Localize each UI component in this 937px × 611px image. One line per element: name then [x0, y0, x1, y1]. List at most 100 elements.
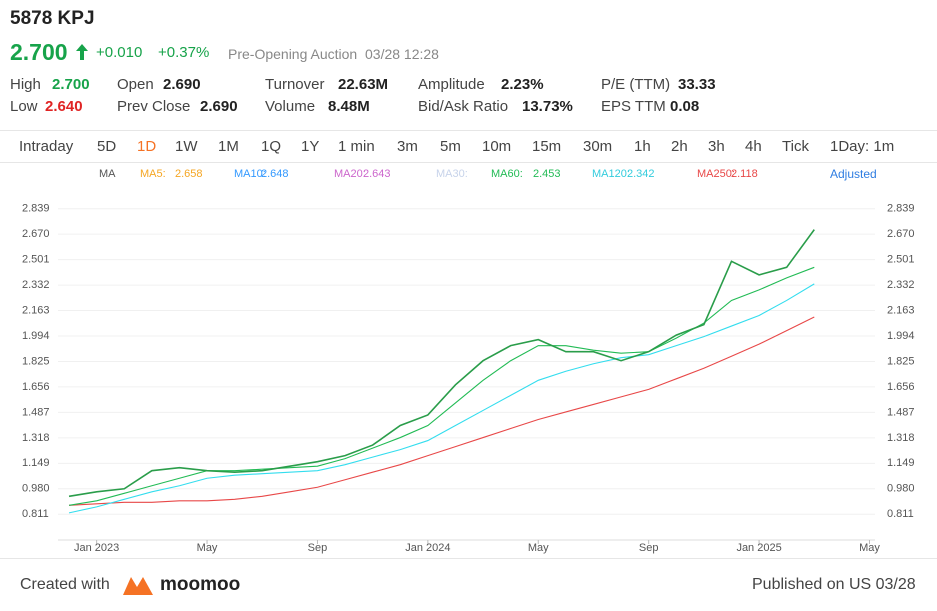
stat-label: Prev Close	[117, 98, 191, 115]
y-tick-label: 1.994	[22, 330, 50, 342]
ma-label: MA30:	[436, 168, 468, 180]
stat-label: Amplitude	[418, 76, 485, 93]
x-tick-label: May	[197, 542, 218, 554]
x-tick-label: May	[859, 542, 880, 554]
ma-label: MA250:	[697, 168, 735, 180]
ma-label: MA10:	[234, 168, 266, 180]
tab[interactable]: 3h	[708, 138, 725, 155]
x-tick-label: Jan 2025	[736, 542, 781, 554]
stat-value: 8.48M	[328, 98, 370, 115]
y-tick-label-right: 1.994	[887, 330, 915, 342]
tab[interactable]: 1M	[218, 138, 239, 155]
change-pct: +0.37%	[158, 44, 210, 61]
stat-label: P/E (TTM)	[601, 76, 671, 93]
x-tick-label: May	[528, 542, 549, 554]
y-tick-label: 1.318	[22, 432, 50, 444]
ma-label: MA5:	[140, 168, 166, 180]
tab[interactable]: Tick	[782, 138, 809, 155]
series-line	[68, 229, 815, 498]
ma-value: 2.342	[627, 168, 655, 180]
tab[interactable]: 5m	[440, 138, 461, 155]
ma-label: MA20:	[334, 168, 366, 180]
y-tick-label: 2.670	[22, 228, 50, 240]
chart: 0.811 0.811 0.980 0.980 1.149 1.149 1.318 1.318…	[22, 203, 915, 554]
stat-label: Low	[10, 98, 38, 115]
series-line	[69, 316, 815, 506]
stat-value: 33.33	[678, 76, 716, 93]
tab[interactable]: 1Day: 1m	[830, 138, 895, 155]
divider	[0, 558, 937, 559]
tab[interactable]: 3m	[397, 138, 418, 155]
created-with: Created with	[20, 576, 110, 593]
ma-value: 2.118	[731, 168, 758, 180]
tab[interactable]: 5D	[97, 138, 117, 155]
stat-label: Volume	[265, 98, 316, 115]
change: +0.010	[96, 44, 143, 61]
y-tick-label-right: 1.825	[887, 355, 915, 367]
time: 03/28 12:28	[365, 46, 439, 62]
stat-value: 22.63M	[338, 76, 389, 93]
y-tick-label: 2.839	[22, 203, 50, 215]
adjusted[interactable]: Adjusted	[830, 167, 877, 181]
tab[interactable]: 1Y	[301, 138, 320, 155]
tab[interactable]: 2h	[671, 138, 688, 155]
y-tick-label-right: 0.811	[887, 508, 914, 520]
brand: moomoo	[160, 574, 241, 595]
ma-label: MA120:	[592, 168, 630, 180]
y-tick-label: 0.980	[22, 483, 50, 495]
tab[interactable]: 1 min	[338, 138, 375, 155]
published: Published on US 03/28	[752, 576, 916, 593]
y-tick-label: 1.149	[22, 457, 50, 469]
y-tick-label-right: 1.487	[887, 406, 915, 418]
tab[interactable]: 1h	[634, 138, 651, 155]
tab[interactable]: 10m	[482, 138, 512, 155]
stat-value: 2.690	[200, 98, 238, 115]
x-tick-label: Jan 2023	[74, 542, 119, 554]
price: 2.700	[10, 39, 68, 65]
stat-value: 2.640	[45, 98, 83, 115]
stat-label: High	[10, 76, 41, 93]
tab[interactable]: 15m	[532, 138, 562, 155]
tab[interactable]: 4h	[745, 138, 762, 155]
tab[interactable]: 30m	[583, 138, 613, 155]
y-tick-label: 0.811	[22, 508, 49, 520]
tab[interactable]: 1Q	[261, 138, 282, 155]
y-tick-label-right: 1.318	[887, 432, 915, 444]
y-tick-label: 1.825	[22, 355, 50, 367]
y-tick-label-right: 0.980	[887, 483, 915, 495]
stat-label: Bid/Ask Ratio	[418, 98, 509, 115]
up-arrow	[76, 44, 88, 60]
y-tick-label: 2.332	[22, 279, 50, 291]
stat-value: 2.690	[163, 76, 201, 93]
ma-label: MA60:	[491, 168, 523, 180]
session: Pre-Opening Auction	[228, 46, 358, 62]
stat-label: EPS TTM	[601, 98, 666, 115]
ma-value: 2.658	[175, 168, 203, 180]
y-tick-label-right: 2.332	[887, 279, 915, 291]
y-tick-label-right: 2.670	[887, 228, 915, 240]
stat-value: 0.08	[670, 98, 700, 115]
y-tick-label-right: 1.149	[887, 457, 915, 469]
series-line	[68, 283, 815, 514]
tab[interactable]: 1W	[175, 138, 198, 155]
y-tick-label: 2.501	[22, 254, 50, 266]
x-tick-label: Sep	[639, 542, 659, 554]
symbol: 5878 KPJ	[10, 8, 95, 29]
x-tick-label: Jan 2024	[405, 542, 450, 554]
y-tick-label: 2.163	[22, 304, 50, 316]
stat-value: 2.700	[52, 76, 90, 93]
divider	[0, 162, 937, 163]
ma-value: 2.453	[533, 168, 561, 180]
y-tick-label: 1.656	[22, 381, 50, 393]
tab[interactable]: Intraday	[19, 138, 74, 155]
y-tick-label-right: 2.839	[887, 203, 915, 215]
ma-value: 2.648	[261, 168, 289, 180]
brand-logo	[123, 577, 153, 595]
y-tick-label-right: 1.656	[887, 381, 915, 393]
x-tick-label: Sep	[308, 542, 328, 554]
series-line	[68, 266, 815, 506]
divider	[0, 130, 937, 131]
tab[interactable]: 1D	[137, 138, 157, 155]
stat-value: 13.73%	[522, 98, 573, 115]
